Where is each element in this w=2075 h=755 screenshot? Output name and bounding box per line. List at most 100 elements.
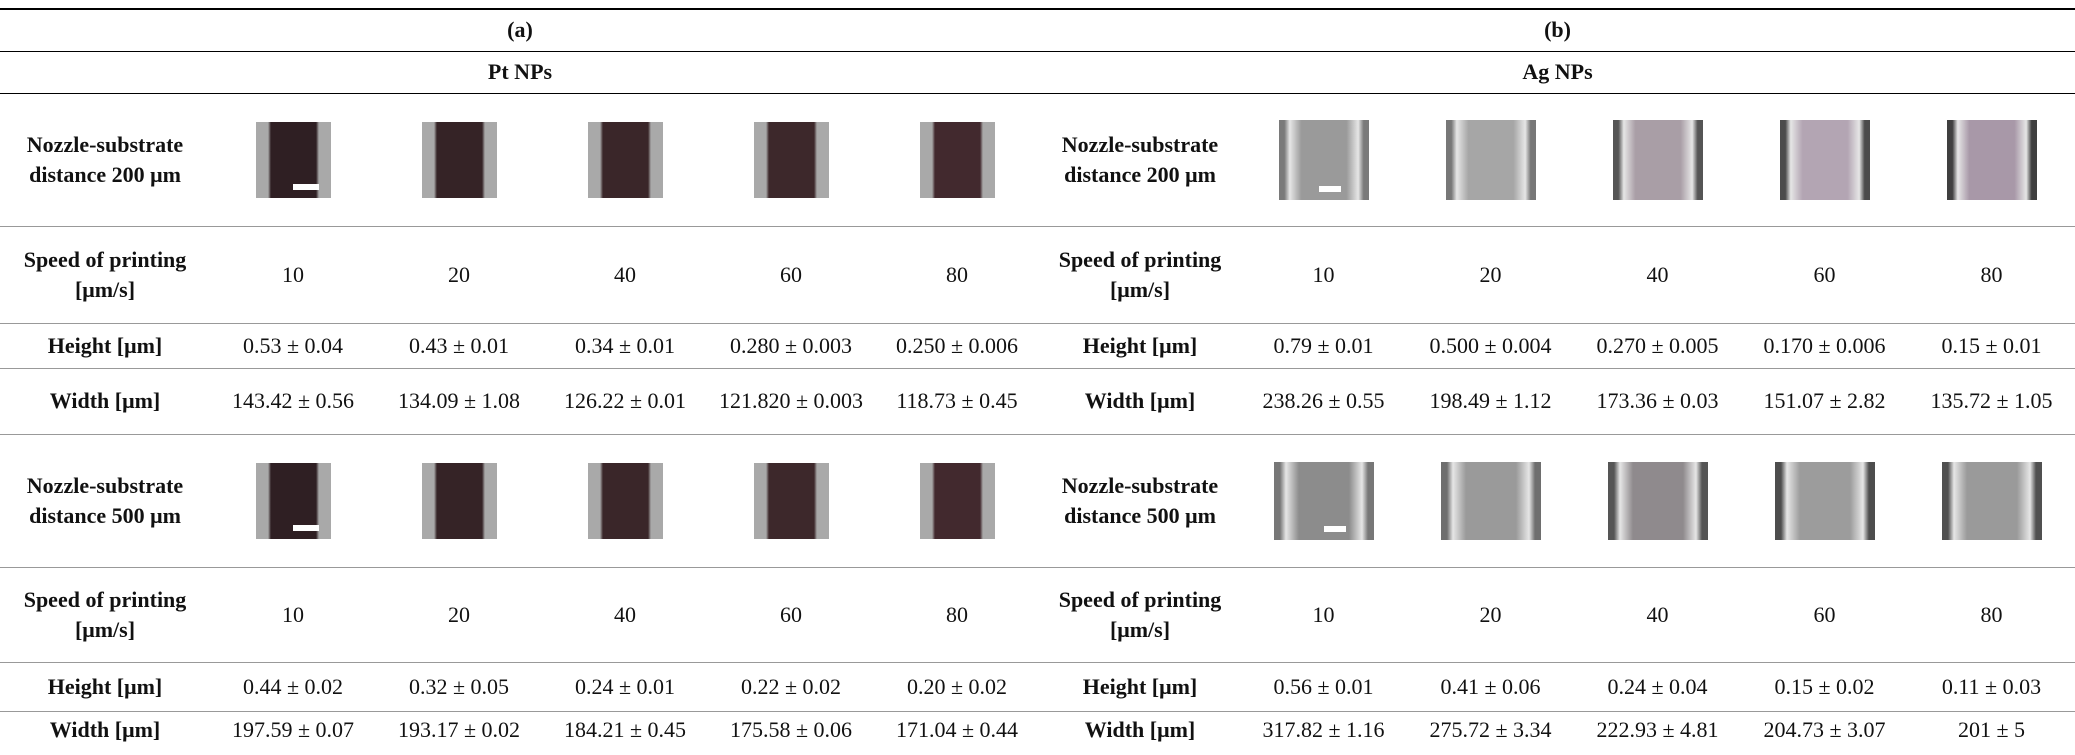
width-value: 121.820 ± 0.003 xyxy=(708,368,874,434)
height-value: 0.24 ± 0.04 xyxy=(1574,662,1741,711)
micrograph xyxy=(1446,120,1536,200)
row-label: Speed of printing [μm/s] xyxy=(1040,226,1240,323)
image-cell xyxy=(1574,93,1741,226)
row-label: Width [μm] xyxy=(1040,368,1240,434)
material-label: Pt NPs xyxy=(0,51,1040,93)
micrograph xyxy=(422,122,497,198)
speed-value: 60 xyxy=(708,567,874,662)
image-cell xyxy=(542,93,708,226)
width-value: 143.42 ± 0.56 xyxy=(210,368,376,434)
height-value: 0.270 ± 0.005 xyxy=(1574,323,1741,368)
scale-bar xyxy=(1319,186,1341,192)
row-label: Width [μm] xyxy=(0,711,210,748)
material-label: Ag NPs xyxy=(1040,51,2075,93)
micrograph xyxy=(1274,462,1374,540)
scale-bar xyxy=(293,525,319,531)
height-value: 0.15 ± 0.02 xyxy=(1741,662,1908,711)
height-value: 0.11 ± 0.03 xyxy=(1908,662,2075,711)
image-cell xyxy=(1741,434,1908,567)
row-label: Width [μm] xyxy=(0,368,210,434)
micrograph xyxy=(256,122,331,198)
speed-value: 60 xyxy=(708,226,874,323)
width-value: 171.04 ± 0.44 xyxy=(874,711,1040,748)
speed-value: 20 xyxy=(376,226,542,323)
micrograph xyxy=(1279,120,1369,200)
speed-value: 20 xyxy=(376,567,542,662)
image-cell xyxy=(210,93,376,226)
micrograph xyxy=(1942,462,2042,540)
speed-value: 80 xyxy=(1908,567,2075,662)
width-value: 173.36 ± 0.03 xyxy=(1574,368,1741,434)
height-value: 0.56 ± 0.01 xyxy=(1240,662,1407,711)
speed-value: 60 xyxy=(1741,567,1908,662)
scale-bar xyxy=(293,184,319,190)
width-value: 201 ± 5 xyxy=(1908,711,2075,748)
height-value: 0.79 ± 0.01 xyxy=(1240,323,1407,368)
micrograph xyxy=(1780,120,1870,200)
image-cell xyxy=(376,434,542,567)
width-value: 135.72 ± 1.05 xyxy=(1908,368,2075,434)
speed-value: 10 xyxy=(210,567,376,662)
image-cell xyxy=(1407,93,1574,226)
micrograph xyxy=(588,122,663,198)
width-value: 151.07 ± 2.82 xyxy=(1741,368,1908,434)
image-cell xyxy=(1741,93,1908,226)
speed-value: 40 xyxy=(1574,226,1741,323)
width-value: 317.82 ± 1.16 xyxy=(1240,711,1407,748)
width-value: 222.93 ± 4.81 xyxy=(1574,711,1741,748)
width-value: 175.58 ± 0.06 xyxy=(708,711,874,748)
height-value: 0.41 ± 0.06 xyxy=(1407,662,1574,711)
speed-value: 20 xyxy=(1407,567,1574,662)
height-value: 0.280 ± 0.003 xyxy=(708,323,874,368)
image-cell xyxy=(1240,93,1407,226)
panel-label: (b) xyxy=(1040,9,2075,51)
panel-label: (a) xyxy=(0,9,1040,51)
row-label: Width [μm] xyxy=(1040,711,1240,748)
image-cell xyxy=(1574,434,1741,567)
row-label: Height [μm] xyxy=(0,662,210,711)
image-cell xyxy=(874,434,1040,567)
row-label: Height [μm] xyxy=(1040,323,1240,368)
image-cell xyxy=(1407,434,1574,567)
micrograph xyxy=(422,463,497,539)
width-value: 198.49 ± 1.12 xyxy=(1407,368,1574,434)
micrograph xyxy=(754,122,829,198)
height-value: 0.53 ± 0.04 xyxy=(210,323,376,368)
speed-value: 10 xyxy=(210,226,376,323)
height-value: 0.34 ± 0.01 xyxy=(542,323,708,368)
image-cell xyxy=(1240,434,1407,567)
width-value: 134.09 ± 1.08 xyxy=(376,368,542,434)
speed-value: 80 xyxy=(1908,226,2075,323)
row-label: Nozzle-substrate distance 200 μm xyxy=(0,93,210,226)
width-value: 275.72 ± 3.34 xyxy=(1407,711,1574,748)
image-cell xyxy=(708,434,874,567)
row-label: Speed of printing [μm/s] xyxy=(1040,567,1240,662)
image-cell xyxy=(210,434,376,567)
image-cell xyxy=(542,434,708,567)
speed-value: 10 xyxy=(1240,567,1407,662)
micrograph xyxy=(1775,462,1875,540)
width-value: 126.22 ± 0.01 xyxy=(542,368,708,434)
image-cell xyxy=(376,93,542,226)
row-label: Nozzle-substrate distance 500 μm xyxy=(1040,434,1240,567)
width-value: 238.26 ± 0.55 xyxy=(1240,368,1407,434)
micrograph xyxy=(1441,462,1541,540)
speed-value: 40 xyxy=(1574,567,1741,662)
image-cell xyxy=(874,93,1040,226)
micrograph xyxy=(1613,120,1703,200)
width-value: 204.73 ± 3.07 xyxy=(1741,711,1908,748)
height-value: 0.500 ± 0.004 xyxy=(1407,323,1574,368)
speed-value: 60 xyxy=(1741,226,1908,323)
height-value: 0.43 ± 0.01 xyxy=(376,323,542,368)
row-label: Speed of printing [μm/s] xyxy=(0,226,210,323)
row-label: Height [μm] xyxy=(1040,662,1240,711)
speed-value: 40 xyxy=(542,226,708,323)
